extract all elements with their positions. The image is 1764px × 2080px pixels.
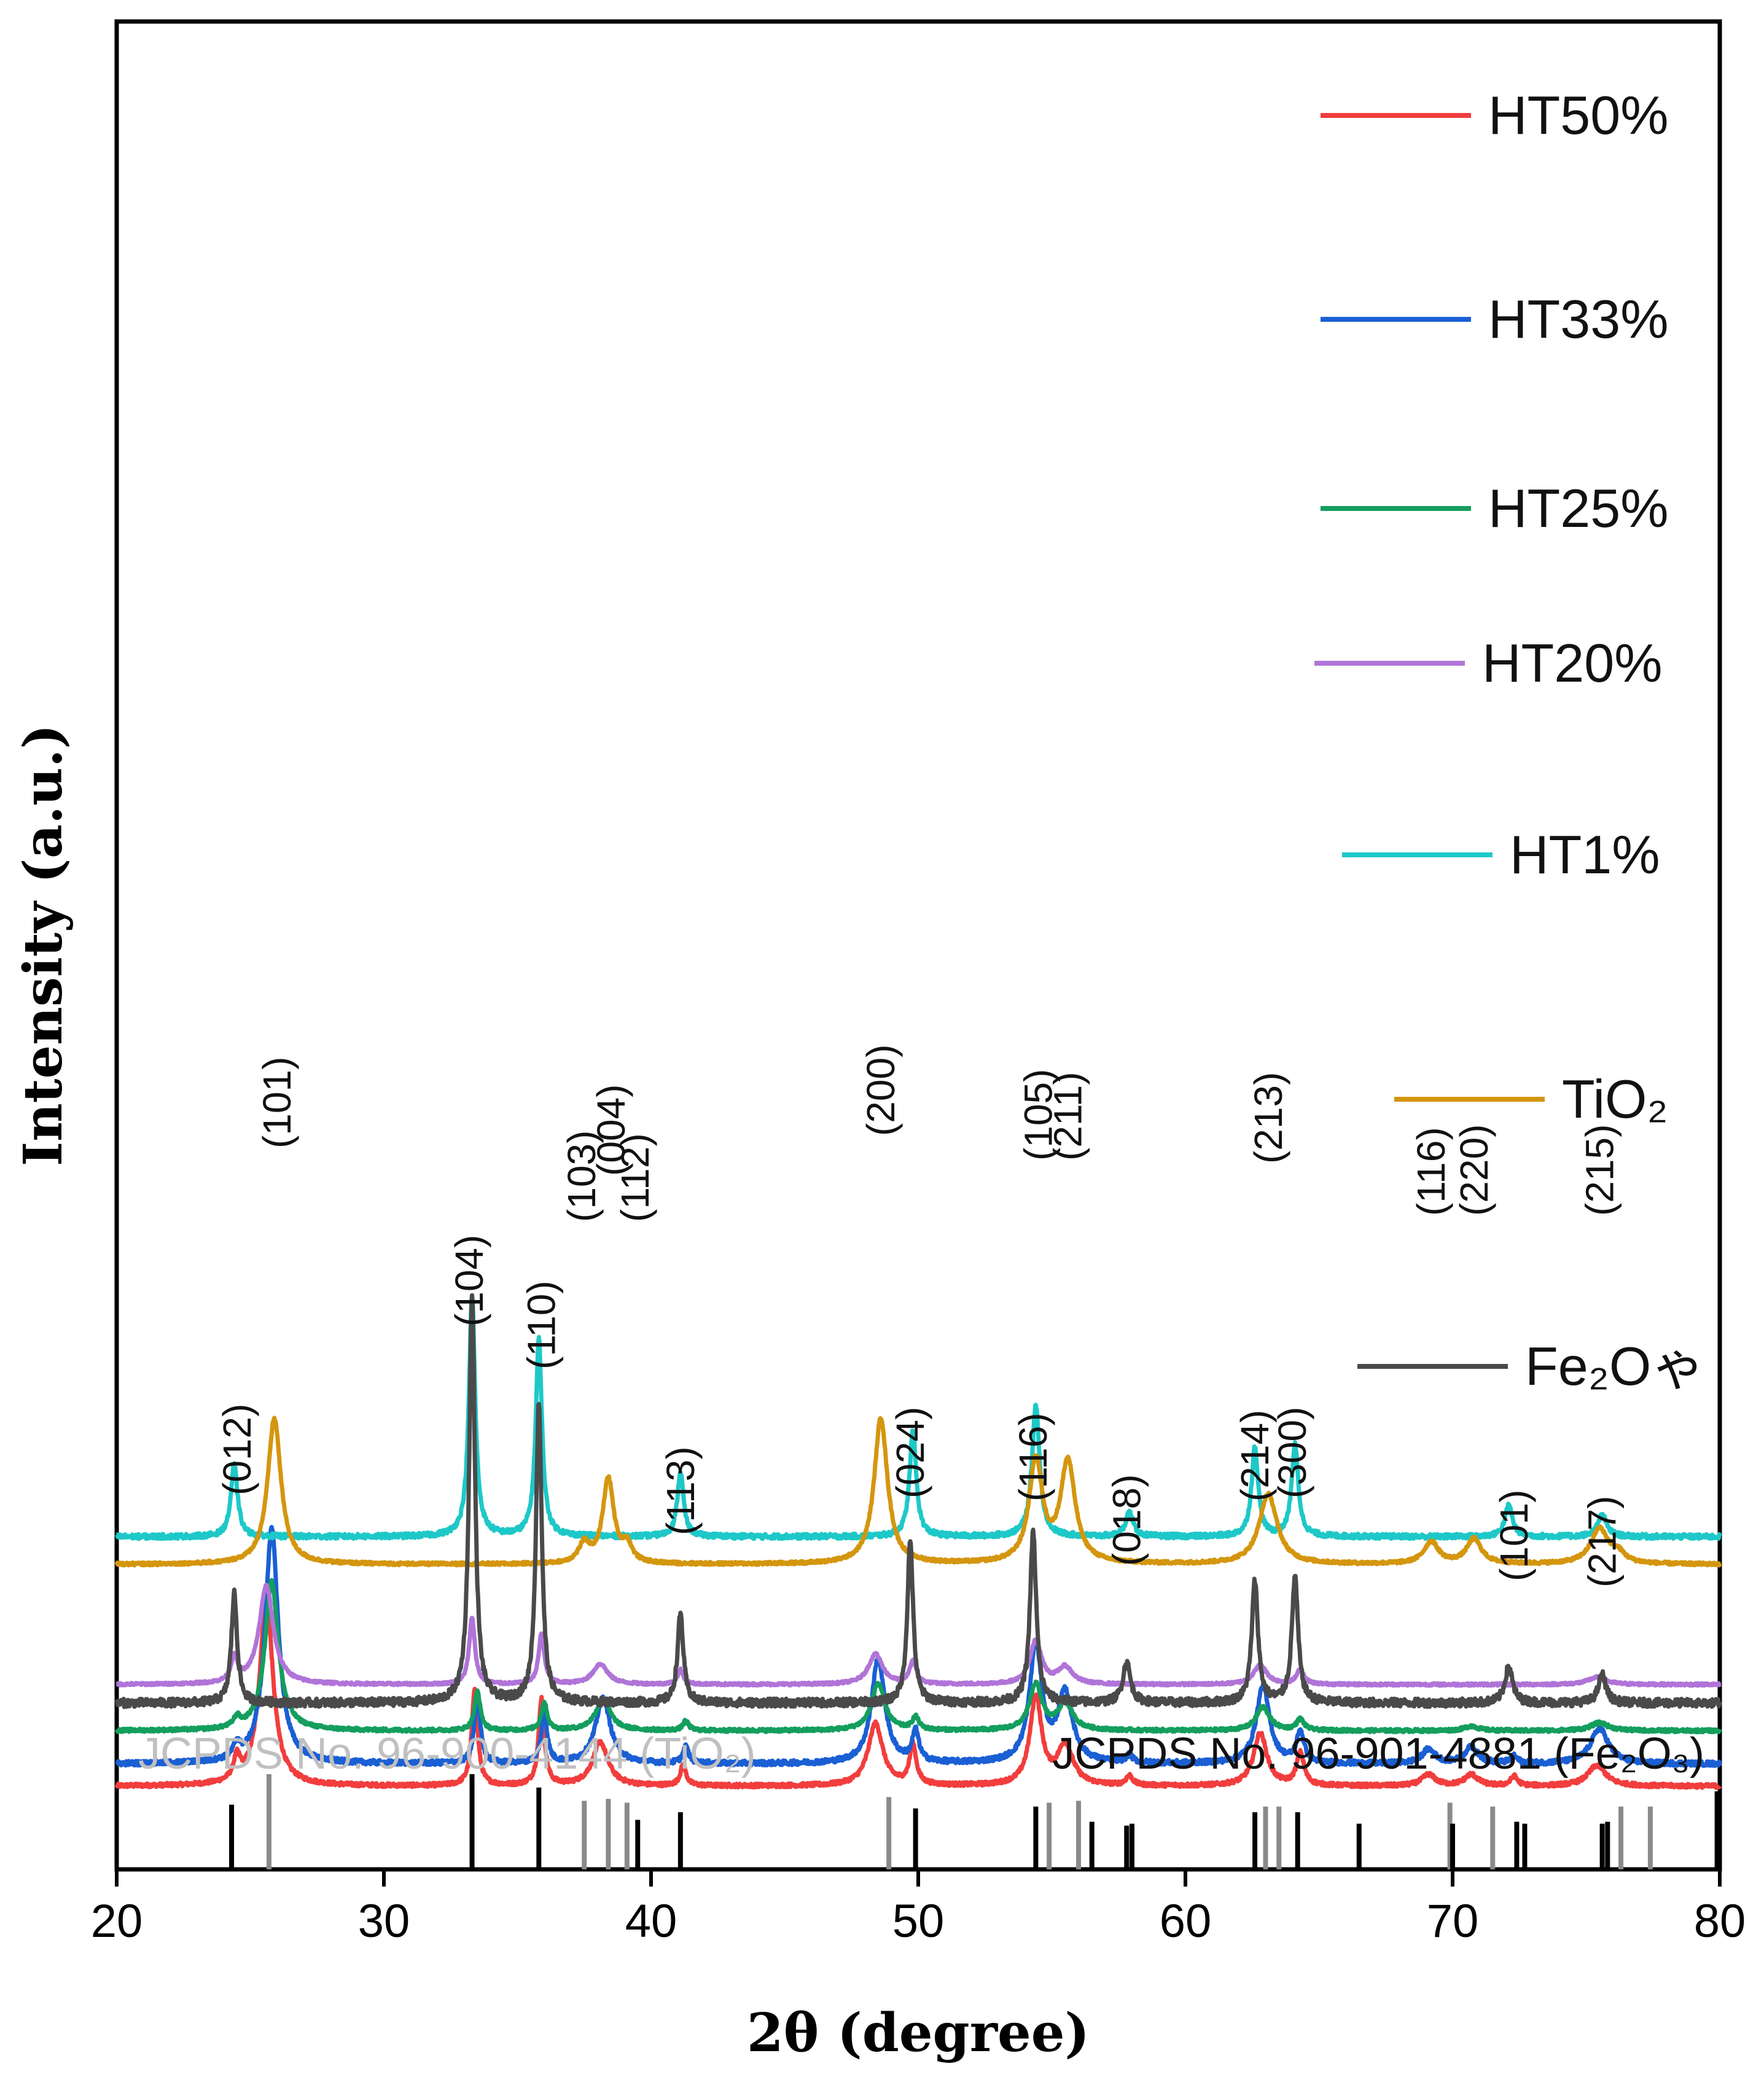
fe2o3-hkl-label-3: (113) (658, 1446, 703, 1535)
tio2-hkl-label-10: (215) (1577, 1124, 1622, 1216)
series-line-2 (114, 1578, 1722, 1735)
x-tick-label-4: 60 (1160, 1895, 1212, 1947)
tio2-hkl-label-6: (211) (1046, 1072, 1090, 1161)
x-axis-ticks: 20 30 40 50 60 70 80 (91, 1869, 1746, 1947)
series-line-4 (115, 1293, 1722, 1541)
fe2o3-hkl-label-5: (116) (1011, 1412, 1055, 1502)
x-tick-label-3: 50 (892, 1895, 945, 1947)
tio2-hkl-label-1: (103) (560, 1131, 604, 1222)
y-axis-title: Intensity (a.u.) (12, 724, 74, 1166)
legend: HT50% HT33% HT25% HT20% HT1% TiO₂ Fe₂Oゃ (1314, 85, 1705, 1396)
fe2o3-hkl-label-2: (110) (520, 1280, 564, 1369)
legend-label-3: HT20% (1482, 633, 1662, 693)
x-tick-label-0: 20 (91, 1895, 143, 1947)
fe2o3-hkl-label-0: (012) (215, 1404, 259, 1495)
legend-label-0: HT50% (1488, 85, 1668, 146)
tio2-hkl-label-2: (004) (589, 1085, 633, 1176)
legend-label-2: HT25% (1488, 478, 1668, 539)
fe2o3-hkl-label-4: (024) (888, 1407, 932, 1498)
miller-index-labels: (101) (103)(004)(112) (200) (105)(211) (213)… (215, 1045, 1625, 1587)
tio2-reference-label: JCPDS No. 96-900-4144 (TiO₂) (138, 1729, 756, 1778)
fe2o3-hkl-label-7: (214) (1233, 1410, 1277, 1502)
tio2-hkl-label-4: (200) (859, 1045, 903, 1136)
tio2-hkl-label-7: (213) (1246, 1072, 1290, 1164)
x-tick-label-2: 40 (625, 1895, 677, 1947)
x-tick-label-5: 70 (1427, 1895, 1479, 1947)
x-axis-title: 2θ (degree) (747, 2002, 1090, 2064)
x-tick-label-1: 30 (358, 1895, 410, 1947)
fe2o3-hkl-label-8: (300) (1270, 1407, 1314, 1498)
series-line-5 (114, 1416, 1722, 1568)
fe2o3-reference-label: JCPDS No. 96-901-4881 (Fe₂O₃) (1052, 1729, 1704, 1778)
fe2o3-hkl-label-9: (101) (1492, 1490, 1536, 1581)
legend-label-5: TiO₂ (1562, 1069, 1668, 1129)
reference-stick-pattern (229, 1774, 1720, 1869)
series-line-6 (114, 1293, 1722, 1709)
x-tick-label-6: 80 (1694, 1895, 1746, 1947)
series-group (114, 1293, 1722, 1790)
fe2o3-hkl-label-6: (018) (1104, 1474, 1149, 1566)
legend-label-1: HT33% (1488, 289, 1668, 349)
tio2-hkl-label-0: (101) (255, 1057, 299, 1148)
series-line-1 (115, 1525, 1722, 1768)
fe2o3-hkl-label-1: (104) (447, 1235, 491, 1326)
fe2o3-hkl-label-10: (217) (1580, 1496, 1625, 1587)
plot-frame (114, 19, 1722, 1872)
tio2-hkl-label-3: (112) (613, 1133, 657, 1222)
tio2-hkl-label-9: (220) (1452, 1124, 1496, 1216)
tio2-hkl-label-8: (116) (1409, 1127, 1453, 1216)
legend-label-6: Fe₂Oゃ (1525, 1336, 1705, 1396)
tio2-hkl-label-5: (105) (1017, 1069, 1061, 1161)
series-line-0 (114, 1594, 1722, 1790)
legend-label-4: HT1% (1510, 824, 1660, 885)
